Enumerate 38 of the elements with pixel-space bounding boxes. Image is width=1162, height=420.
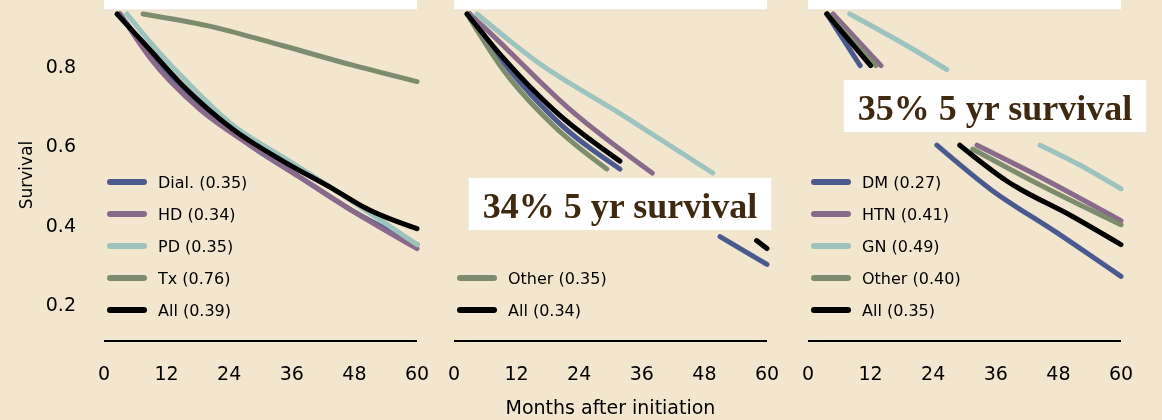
x-tick-label: 0 <box>97 362 111 384</box>
legend-label: All (0.35) <box>862 301 936 320</box>
legend-label: HD (0.34) <box>158 205 236 224</box>
legend-label: All (0.39) <box>158 301 232 320</box>
y-tick-label: 0.4 <box>45 213 76 236</box>
x-tick-label: 60 <box>1108 362 1134 384</box>
x-tick-label: 0 <box>801 362 815 384</box>
legend-label: DM (0.27) <box>862 173 942 192</box>
x-tick-label: 48 <box>342 362 367 384</box>
x-tick-label: 36 <box>983 362 1008 384</box>
legend-label: Other (0.35) <box>508 269 607 288</box>
legend-label: HTN (0.41) <box>862 205 949 224</box>
x-tick-label: 12 <box>504 362 529 384</box>
y-tick-label: 0.8 <box>45 54 76 77</box>
x-axis-title: Months after initiation <box>505 396 716 418</box>
x-tick-label: 12 <box>858 362 883 384</box>
x-tick-label: 36 <box>629 362 654 384</box>
x-tick-label: 0 <box>447 362 461 384</box>
y-tick-label: 0.2 <box>45 293 76 316</box>
x-tick-label: 24 <box>567 362 592 384</box>
annotation: 34% 5 yr survival <box>482 186 758 226</box>
legend-label: Other (0.40) <box>862 269 961 288</box>
x-tick-label: 12 <box>154 362 179 384</box>
legend-label: Tx (0.76) <box>157 269 231 288</box>
x-tick-label: 24 <box>217 362 242 384</box>
x-tick-label: 60 <box>404 362 430 384</box>
legend-label: GN (0.49) <box>862 237 940 256</box>
annotation: 35% 5 yr survival <box>857 88 1133 128</box>
legend-label: Dial. (0.35) <box>158 173 248 192</box>
legend-label: PD (0.35) <box>158 237 234 256</box>
x-tick-label: 36 <box>279 362 304 384</box>
x-tick-label: 48 <box>1046 362 1071 384</box>
legend-label: All (0.34) <box>508 301 582 320</box>
y-tick-label: 0.6 <box>45 134 76 157</box>
y-axis-title: Survival <box>16 140 36 210</box>
x-tick-label: 24 <box>921 362 946 384</box>
x-tick-label: 48 <box>692 362 717 384</box>
x-tick-label: 60 <box>754 362 780 384</box>
